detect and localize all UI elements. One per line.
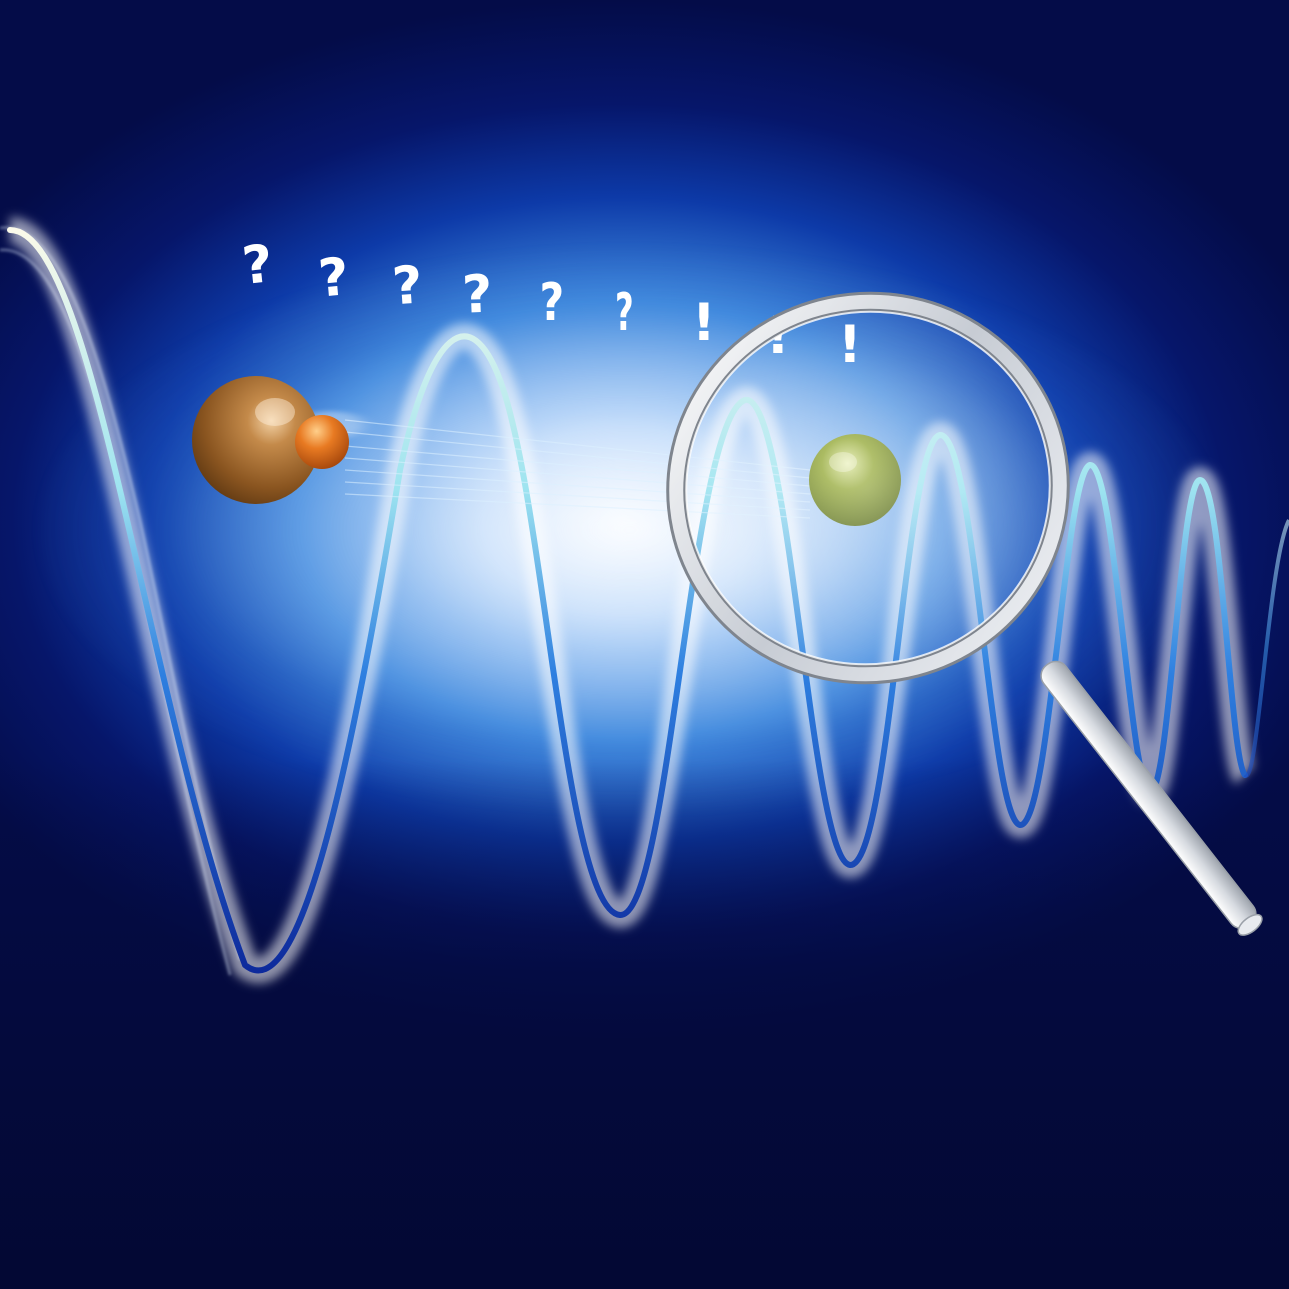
question-mark-3: ?: [390, 255, 424, 317]
question-mark-1: ?: [239, 234, 275, 297]
question-mark-4: ?: [461, 265, 493, 326]
wave-line: [7, 227, 1248, 974]
question-mark-6: ?: [615, 283, 634, 343]
exclamation-mark-1: !: [692, 293, 716, 353]
question-mark-2: ?: [316, 247, 351, 309]
magnifying-glass-icon: [666, 291, 1263, 936]
question-mark-5: ?: [540, 273, 565, 333]
wave-tail: [1243, 519, 1289, 778]
molecule-icon: [192, 376, 364, 504]
